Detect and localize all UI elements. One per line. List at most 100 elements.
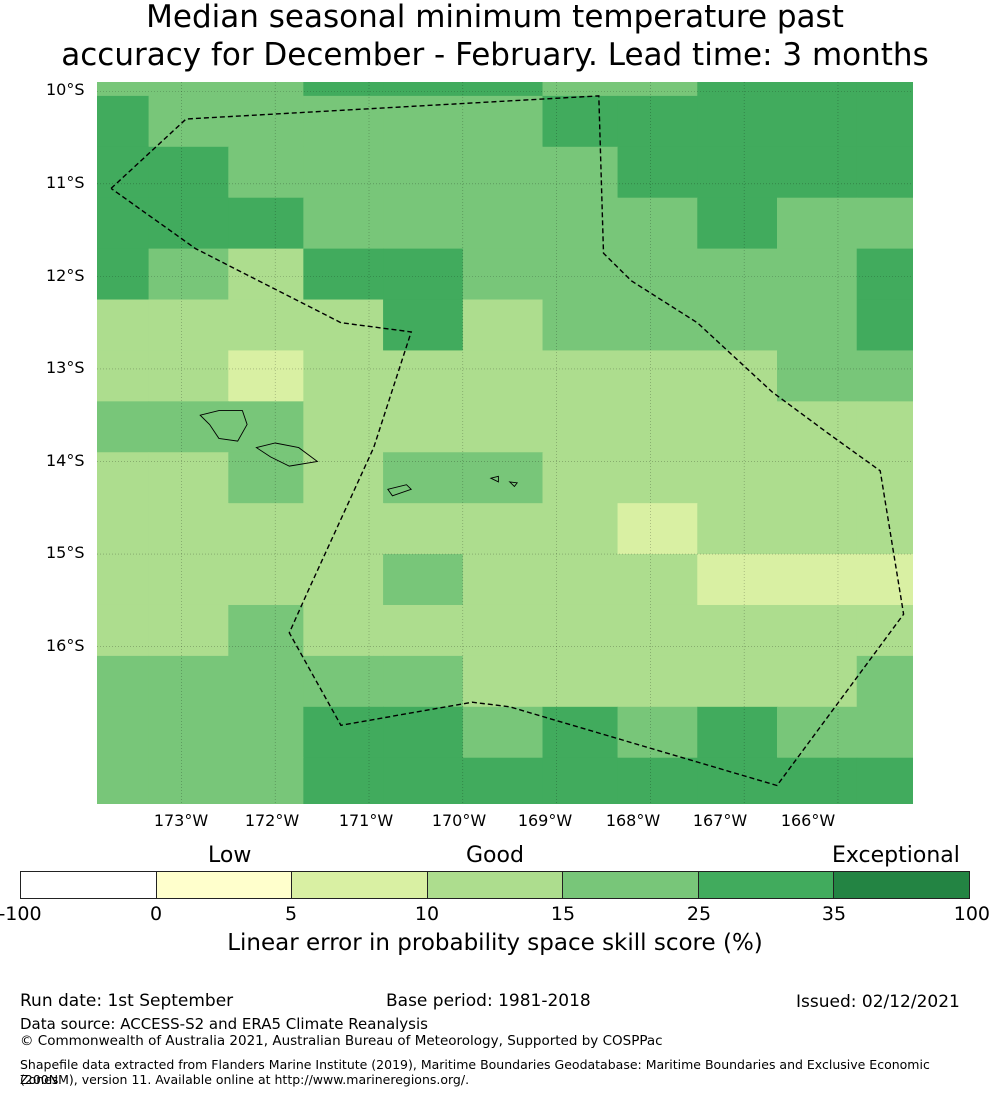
grid-cell <box>777 146 858 199</box>
tick-label: -100 <box>0 903 42 925</box>
grid-cell <box>697 604 778 657</box>
grid-cell <box>383 757 464 804</box>
grid-cell <box>97 452 150 504</box>
grid-cell <box>303 655 384 708</box>
grid-cell <box>617 503 698 555</box>
grid-cell <box>856 95 913 148</box>
grid-cell <box>97 554 150 606</box>
copyright: © Commonwealth of Australia 2021, Austra… <box>20 1033 663 1049</box>
grid-cell <box>697 350 778 402</box>
grid-cell <box>383 146 464 199</box>
grid-cell <box>617 95 698 148</box>
grid-cell <box>97 604 150 657</box>
tick-label: 35 <box>821 903 847 925</box>
grid-cell <box>697 299 778 352</box>
grid-cell <box>697 452 778 504</box>
grid-cell <box>462 655 544 708</box>
grid-cell <box>697 706 778 759</box>
lon-label-171w: 171°W <box>338 811 394 830</box>
grid-cell <box>462 299 544 352</box>
grid-cell <box>148 248 229 301</box>
grid-cell <box>697 95 778 148</box>
grid-cell <box>303 554 384 606</box>
grid-cell <box>228 197 304 250</box>
grid-cell <box>462 197 544 250</box>
island-outline <box>489 475 499 483</box>
grid-cell <box>148 197 229 250</box>
grid-cell <box>383 82 464 97</box>
grid-cell <box>542 95 619 148</box>
grid-cell <box>148 757 229 804</box>
grid-cell <box>697 554 778 606</box>
grid-cell <box>856 146 913 199</box>
grid-cell <box>303 82 384 97</box>
grid-cell <box>228 706 304 759</box>
lat-label-13s: 13°S <box>46 358 85 377</box>
grid-cell <box>617 248 698 301</box>
grid-cell <box>383 706 464 759</box>
grid-cell <box>617 655 698 708</box>
grid-cell <box>856 604 913 657</box>
grid-cell <box>617 757 698 804</box>
grid-cell <box>856 503 913 555</box>
grid-cell <box>856 350 913 402</box>
grid-cell <box>856 554 913 606</box>
grid-cell <box>856 82 913 97</box>
grid-cell <box>97 655 150 708</box>
grid-cell <box>303 350 384 402</box>
shapefile-credit-line-1: Shapefile data extracted from Flanders M… <box>20 1057 930 1087</box>
grid-cell <box>303 401 384 453</box>
category-exceptional: Exceptional <box>832 843 960 868</box>
grid-cell <box>856 655 913 708</box>
grid-cell <box>542 655 619 708</box>
grid-cell <box>228 248 304 301</box>
grid-cell <box>856 757 913 804</box>
issued-date: Issued: 02/12/2021 <box>796 992 960 1012</box>
grid-cell <box>617 146 698 199</box>
grid-cell <box>148 706 229 759</box>
grid-cell <box>303 757 384 804</box>
grid-cell <box>303 503 384 555</box>
grid-cell <box>148 350 229 402</box>
grid-cell <box>97 95 150 148</box>
grid-cell <box>303 146 384 199</box>
grid-cell <box>462 146 544 199</box>
title-line-2: accuracy for December - February. Lead t… <box>61 37 929 73</box>
grid-cell <box>617 604 698 657</box>
lon-label-169w: 169°W <box>517 811 573 830</box>
grid-cell <box>777 452 858 504</box>
island-outline <box>387 484 413 497</box>
eez-boundary <box>110 95 905 787</box>
tick-label: 0 <box>149 903 163 925</box>
grid-cell <box>228 757 304 804</box>
colorbar-label: Linear error in probability space skill … <box>227 930 763 956</box>
grid-cell <box>383 452 464 504</box>
grid-cell <box>148 655 229 708</box>
grid-cell <box>97 706 150 759</box>
lat-label-16s: 16°S <box>46 636 85 655</box>
grid-cell <box>228 554 304 606</box>
tick-label: 10 <box>414 903 440 925</box>
grid-cell <box>462 401 544 453</box>
base-period: Base period: 1981-2018 <box>386 991 591 1011</box>
grid-cell <box>777 95 858 148</box>
grid-cell <box>148 503 229 555</box>
grid-cell <box>148 604 229 657</box>
grid-cell <box>383 197 464 250</box>
grid-cell <box>856 299 913 352</box>
grid-cell <box>228 146 304 199</box>
grid-cell <box>777 604 858 657</box>
grid-cell <box>542 554 619 606</box>
island-outline <box>508 481 519 488</box>
grid-cell <box>303 197 384 250</box>
grid-cell <box>856 706 913 759</box>
grid-cell <box>617 401 698 453</box>
grid-cell <box>856 197 913 250</box>
grid-cell <box>383 401 464 453</box>
grid-cell <box>462 604 544 657</box>
grid-cell <box>228 655 304 708</box>
grid-cell <box>97 248 150 301</box>
lon-label-172w: 172°W <box>244 811 300 830</box>
lon-label-173w: 173°W <box>153 811 209 830</box>
grid-cell <box>777 706 858 759</box>
